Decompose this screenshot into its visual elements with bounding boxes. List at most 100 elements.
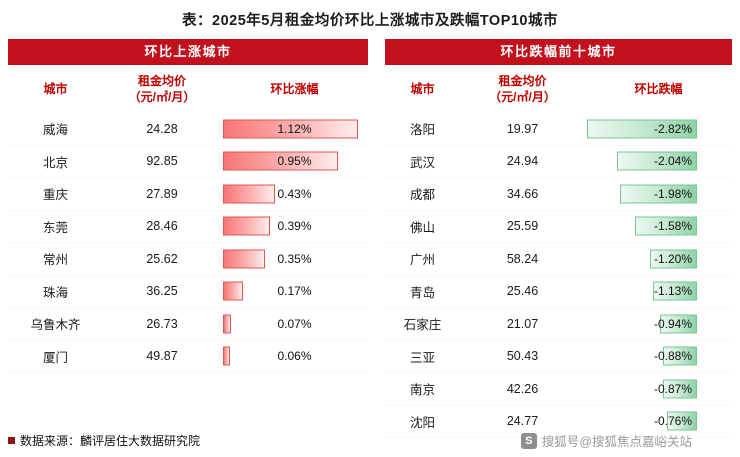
- price-cell: 25.62: [146, 251, 178, 266]
- city-cell: 沈阳: [409, 415, 435, 430]
- fall-data-bar: [617, 151, 697, 171]
- fall-data-bar: [663, 379, 697, 399]
- city-cell: 三亚: [409, 350, 435, 365]
- table-row: 三亚 50.43 -0.88%: [385, 341, 732, 374]
- change-value-label: 0.06%: [277, 349, 312, 364]
- city-cell: 重庆: [42, 188, 68, 203]
- change-cell: 0.43%: [221, 178, 368, 210]
- fall-data-bar: [653, 281, 697, 301]
- table-row: 乌鲁木齐 26.73 0.07%: [8, 308, 368, 341]
- fall-data-bar: [620, 184, 697, 204]
- city-cell: 厦门: [42, 350, 68, 365]
- price-cell: 24.77: [506, 414, 539, 429]
- table-row: 珠海 36.25 0.17%: [8, 276, 368, 309]
- tables-container: 环比上涨城市 城市 租金均价 （元/㎡/月） 环比涨幅 威海 24.28 1.12%…: [0, 39, 740, 438]
- rise-data-bar: [223, 281, 243, 301]
- col-header-price-line2: （元/㎡/月）: [128, 90, 196, 104]
- city-cell: 洛阳: [409, 123, 435, 138]
- table-row: 石家庄 21.07 -0.94%: [385, 308, 732, 341]
- sohu-watermark: S 搜狐号@搜狐焦点嘉峪关站: [520, 431, 692, 450]
- city-cell: 北京: [42, 155, 68, 170]
- table-row: 威海 24.28 1.12%: [8, 113, 368, 146]
- fall-data-bar: [663, 346, 697, 366]
- square-bullet-icon: [8, 437, 15, 444]
- change-value-label: -1.98%: [653, 186, 692, 201]
- table-row: 常州 25.62 0.35%: [8, 243, 368, 276]
- rise-data-bar: [223, 151, 338, 171]
- change-cell: 0.95%: [221, 146, 368, 178]
- city-cell: 南京: [409, 383, 435, 398]
- change-cell: -1.58%: [585, 211, 732, 243]
- rising-column-headers: 城市 租金均价 （元/㎡/月） 环比涨幅: [8, 65, 368, 113]
- city-cell: 东莞: [42, 220, 68, 235]
- table-row: 广州 58.24 -1.20%: [385, 243, 732, 276]
- change-value-label: 0.43%: [277, 186, 312, 201]
- rise-data-bar: [223, 249, 265, 269]
- fall-data-bar: [667, 411, 697, 431]
- col-header-price: 租金均价 （元/㎡/月）: [460, 73, 585, 105]
- change-value-label: 0.39%: [277, 219, 312, 234]
- col-header-price-line1: 租金均价: [137, 73, 186, 88]
- table-row: 武汉 24.94 -2.04%: [385, 146, 732, 179]
- col-header-price-line2: （元/㎡/月）: [489, 90, 556, 104]
- col-header-price-line1: 租金均价: [498, 73, 547, 88]
- change-value-label: -1.20%: [653, 251, 692, 266]
- table-row: 东莞 28.46 0.39%: [8, 211, 368, 244]
- falling-cities-table: 环比跌幅前十城市 城市 租金均价 （元/㎡/月） 环比跌幅 洛阳 19.97 -2.…: [385, 39, 732, 438]
- fall-data-bar: [635, 216, 697, 236]
- watermark-text: 搜狐号@搜狐焦点嘉峪关站: [541, 435, 692, 449]
- city-cell: 威海: [42, 123, 68, 138]
- price-cell: 24.28: [146, 121, 178, 136]
- rise-data-bar: [223, 119, 358, 139]
- change-cell: -0.76%: [585, 406, 732, 438]
- change-value-label: -2.04%: [653, 154, 692, 169]
- change-cell: 0.17%: [221, 276, 368, 308]
- change-cell: 0.35%: [221, 243, 368, 275]
- falling-column-headers: 城市 租金均价 （元/㎡/月） 环比跌幅: [385, 65, 732, 113]
- rise-data-bar: [223, 184, 275, 204]
- price-cell: 21.07: [506, 316, 539, 331]
- change-cell: -0.88%: [585, 341, 732, 373]
- change-value-label: -0.94%: [653, 316, 692, 331]
- city-cell: 成都: [409, 188, 435, 203]
- change-cell: 0.07%: [221, 308, 368, 340]
- fall-data-bar: [660, 314, 697, 334]
- price-cell: 28.46: [146, 219, 178, 234]
- change-cell: -1.98%: [585, 178, 732, 210]
- change-cell: 0.06%: [221, 341, 368, 373]
- change-value-label: -1.13%: [653, 284, 692, 299]
- change-cell: -2.82%: [585, 113, 732, 145]
- change-value-label: -2.82%: [653, 121, 692, 136]
- price-cell: 25.46: [506, 284, 539, 299]
- rising-table-rows: 威海 24.28 1.12% 北京 92.85 0.95% 重庆 27.89 0.43% 东莞 28…: [8, 113, 368, 373]
- change-value-label: -0.87%: [653, 381, 692, 396]
- col-header-price: 租金均价 （元/㎡/月）: [103, 73, 221, 105]
- sohu-logo-icon: S: [520, 432, 537, 449]
- change-value-label: 0.07%: [277, 316, 312, 331]
- price-cell: 19.97: [506, 121, 539, 136]
- price-cell: 27.89: [146, 186, 178, 201]
- city-cell: 常州: [42, 253, 68, 268]
- price-cell: 25.59: [506, 219, 539, 234]
- price-cell: 58.24: [506, 251, 539, 266]
- price-cell: 24.94: [506, 154, 539, 169]
- table-row: 厦门 49.87 0.06%: [8, 341, 368, 374]
- change-cell: -0.87%: [585, 373, 732, 405]
- change-cell: 1.12%: [221, 113, 368, 145]
- price-cell: 49.87: [146, 349, 178, 364]
- page-title: 表：2025年5月租金均价环比上涨城市及跌幅TOP10城市: [182, 13, 558, 29]
- table-row: 青岛 25.46 -1.13%: [385, 276, 732, 309]
- change-value-label: -1.58%: [653, 219, 692, 234]
- city-cell: 青岛: [409, 285, 435, 300]
- footer: 数据来源：麟评居住大数据研究院 S 搜狐号@搜狐焦点嘉峪关站: [8, 431, 692, 450]
- table-row: 重庆 27.89 0.43%: [8, 178, 368, 211]
- rising-table-band: 环比上涨城市: [8, 39, 368, 65]
- col-header-city: 城市: [410, 81, 435, 96]
- change-value-label: 1.12%: [277, 121, 312, 136]
- change-value-label: -0.76%: [653, 414, 692, 429]
- table-row: 佛山 25.59 -1.58%: [385, 211, 732, 244]
- fall-data-bar: [650, 249, 697, 269]
- change-cell: -1.20%: [585, 243, 732, 275]
- city-cell: 武汉: [409, 155, 435, 170]
